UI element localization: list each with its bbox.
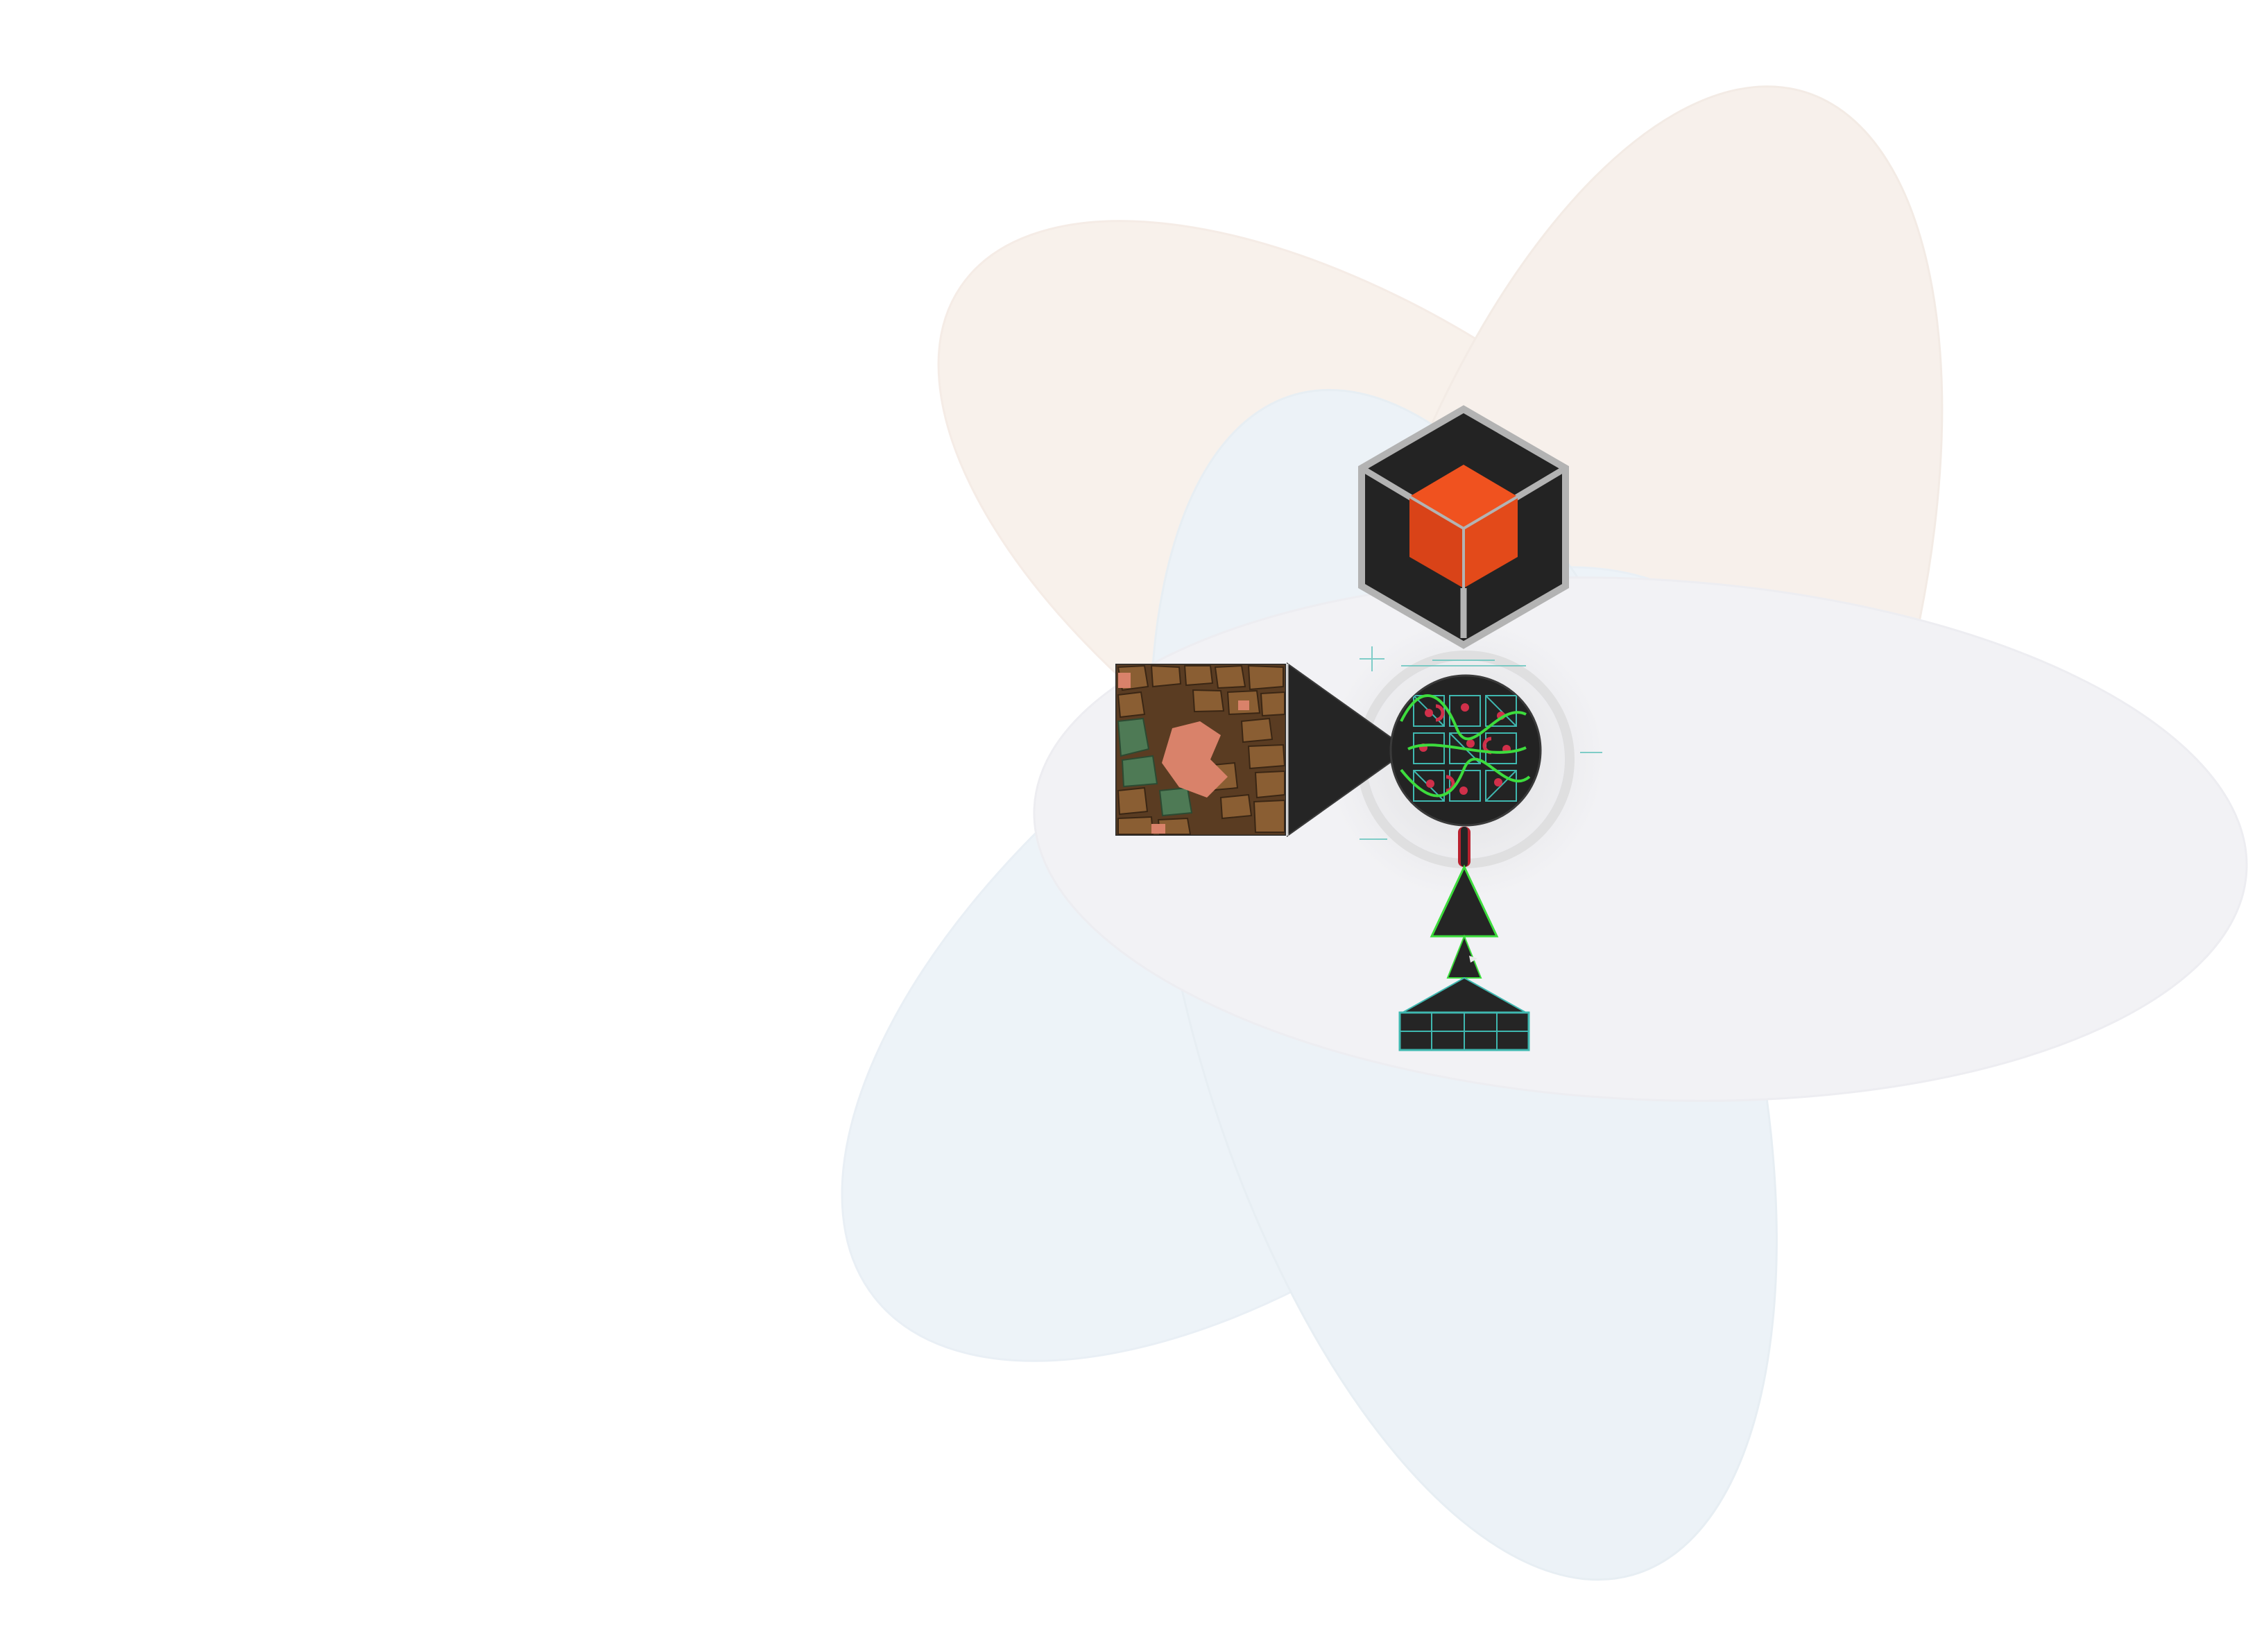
grid-pedestal-icon (1398, 934, 1530, 1051)
cube-hexagon-icon (1358, 405, 1569, 649)
city-map-image (1115, 664, 1286, 836)
circuit-circle-icon (1389, 674, 1542, 827)
connector-pin-icon (1458, 827, 1471, 867)
technical-marks (1360, 646, 1602, 840)
